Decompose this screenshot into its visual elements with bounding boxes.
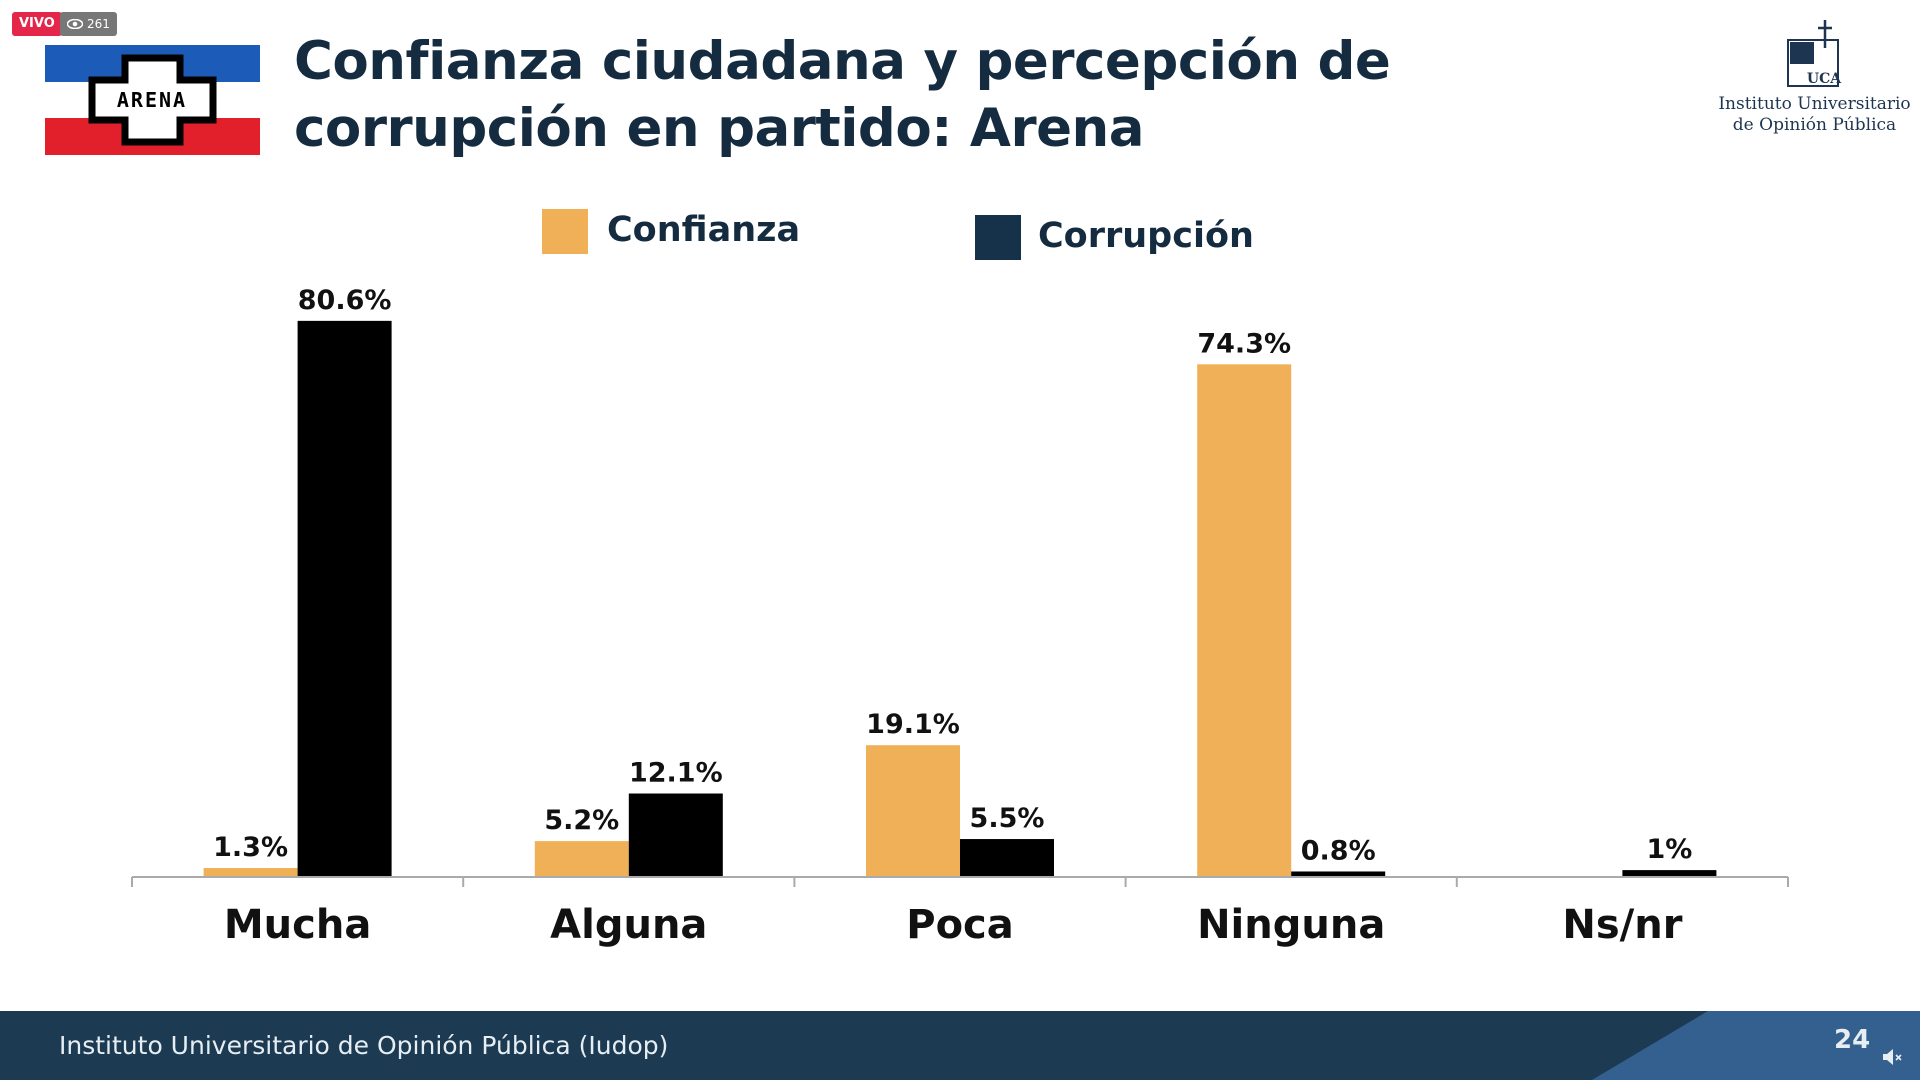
data-label: 1% [1646, 834, 1692, 865]
data-label: 19.1% [866, 709, 960, 740]
x-tick-label: Mucha [224, 902, 371, 948]
live-badge: VIVO [12, 12, 62, 36]
x-tick-label: Alguna [550, 902, 707, 948]
legend-swatch-corrupcion [975, 215, 1021, 260]
legend-label-corrupcion: Corrupción [1038, 216, 1254, 256]
data-label: 5.2% [544, 805, 619, 836]
viewer-count-value: 261 [87, 17, 110, 31]
bar-confianza-poca [866, 745, 960, 877]
speaker-muted-icon[interactable] [1882, 1047, 1904, 1067]
iudop-line-1: Instituto Universitario [1718, 94, 1911, 114]
x-tick-label: Ninguna [1197, 902, 1385, 948]
bar-corrupción-ns/nr [1622, 870, 1717, 877]
eye-icon [67, 19, 83, 29]
svg-text:ARENA: ARENA [117, 88, 187, 112]
footer-text: Instituto Universitario de Opinión Públi… [59, 1031, 669, 1060]
data-label: 5.5% [970, 803, 1045, 834]
bar-corrupción-ninguna [1291, 871, 1386, 877]
title-line-1: Confianza ciudadana y percepción de [294, 31, 1391, 92]
data-label: 12.1% [629, 758, 723, 789]
bar-confianza-ninguna [1197, 364, 1292, 878]
page-number: 24 [1834, 1025, 1871, 1055]
bar-confianza-mucha [203, 868, 298, 877]
bar-corrupción-alguna [628, 793, 723, 877]
arena-party-logo: ARENA [45, 45, 260, 155]
uca-emblem-icon: UCA [1786, 20, 1842, 87]
data-label: 0.8% [1301, 835, 1376, 866]
svg-text:UCA: UCA [1806, 71, 1841, 87]
legend-swatch-confianza [542, 209, 588, 254]
title-line-2: corrupción en partido: Arena [294, 98, 1145, 159]
data-label: 1.3% [213, 832, 288, 863]
data-label: 80.6% [298, 285, 392, 316]
viewer-count: 261 [60, 12, 117, 36]
iudop-logo: UCA Instituto Universitario de Opinión P… [1712, 18, 1917, 136]
footer-accent [1592, 1011, 1920, 1080]
page-title: Confianza ciudadana y percepción de corr… [294, 28, 1391, 162]
bar-corrupción-mucha [297, 320, 392, 877]
x-tick-label: Ns/nr [1562, 902, 1682, 948]
bar-corrupción-poca [960, 839, 1054, 877]
x-tick-label: Poca [906, 902, 1014, 948]
bar-chart: 1.3% 80.6% Mucha 5.2% 12.1% Alguna 19.1% 5.5% Po… [131, 285, 1789, 948]
bar-confianza-alguna [534, 841, 629, 877]
data-label: 74.3% [1197, 328, 1291, 359]
iudop-line-2: de Opinión Pública [1732, 115, 1897, 135]
footer-bar: Instituto Universitario de Opinión Públi… [0, 1011, 1920, 1080]
legend-label-confianza: Confianza [607, 210, 801, 250]
